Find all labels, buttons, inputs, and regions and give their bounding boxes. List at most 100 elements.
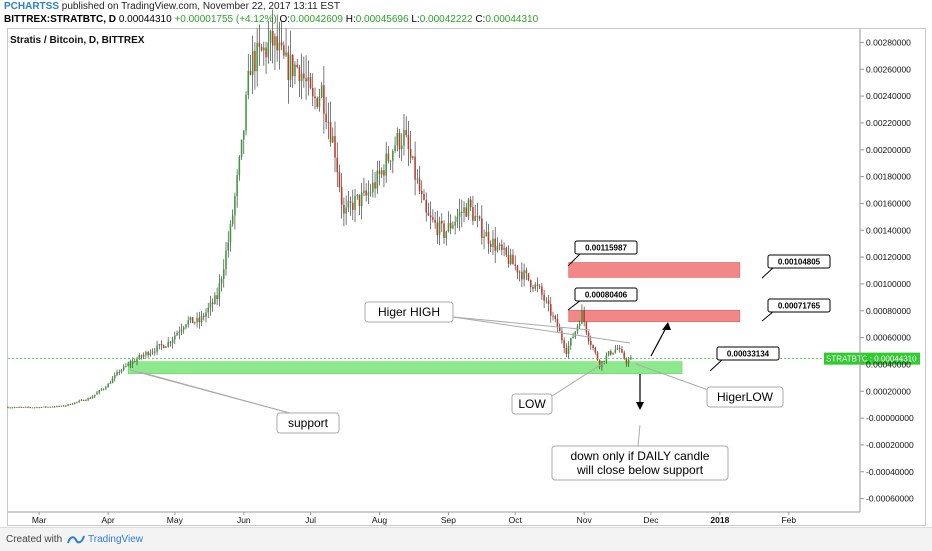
low-value: 0.00042222 (419, 14, 473, 25)
author-link[interactable]: PCHARTSS (4, 1, 60, 12)
candle (7, 406, 9, 409)
candle (407, 121, 410, 167)
candle (572, 332, 574, 339)
candle (427, 202, 430, 217)
candle (285, 28, 287, 57)
x-tick-label: 2018 (710, 515, 729, 525)
candle (372, 169, 374, 198)
high-label: H: (345, 14, 356, 25)
candle (51, 406, 54, 408)
note-down-box (551, 445, 729, 481)
candle-body (374, 182, 376, 189)
candle (249, 54, 252, 76)
candle (294, 61, 296, 85)
label-upper-top-box (574, 240, 638, 255)
candle (610, 349, 612, 356)
candle (85, 399, 87, 402)
candle (156, 340, 158, 356)
y-tick-label: -0.00000000 (866, 413, 914, 423)
candle (151, 348, 154, 355)
candle-body (360, 192, 363, 207)
candle (587, 330, 590, 345)
candle-body (78, 400, 80, 402)
candle (109, 380, 112, 385)
candle (309, 73, 312, 90)
candle-body (89, 398, 92, 400)
candle-body (303, 73, 305, 79)
candle-body (525, 270, 528, 274)
candle-body (570, 338, 572, 346)
candle-body (280, 42, 283, 46)
candle-body (338, 172, 341, 188)
candle-body (369, 192, 372, 194)
candle-body (521, 271, 523, 280)
candle (563, 337, 565, 353)
candle-body (441, 220, 443, 224)
current-price-badge (824, 352, 920, 365)
candle-body (485, 231, 488, 237)
candle-body (291, 54, 294, 77)
note-higher-high-pointer (452, 316, 591, 331)
candle-body (481, 218, 483, 239)
x-tick-label: Apr (101, 515, 114, 525)
candle-body (503, 247, 505, 250)
candle (418, 165, 421, 194)
created-with-text: Created with (6, 534, 63, 545)
candle (518, 270, 521, 282)
candle-body (29, 407, 32, 409)
candle-body (11, 407, 14, 409)
candle (483, 229, 485, 250)
candle (169, 341, 172, 347)
candle (449, 214, 452, 235)
x-tick-label: Mar (32, 515, 47, 525)
y-tick-label: 0.00020000 (866, 386, 911, 396)
candle-body (131, 361, 134, 365)
candle (420, 180, 423, 204)
candle (20, 406, 23, 408)
candle (298, 64, 301, 97)
tradingview-link[interactable]: TradingView (88, 534, 144, 545)
candle (467, 197, 470, 221)
candle-body (147, 352, 149, 356)
candle (485, 221, 488, 237)
candle-body (532, 286, 534, 289)
candle (365, 183, 367, 202)
down-arrow-head (636, 402, 644, 410)
candle-body (27, 406, 29, 408)
candle-body (498, 244, 501, 247)
candle-body (400, 145, 403, 150)
candle-body (69, 404, 72, 406)
y-tick-label: 0.00040000 (866, 359, 911, 369)
candle-body (20, 407, 23, 408)
candle-body (314, 96, 316, 99)
candle (229, 220, 232, 252)
candle (443, 220, 445, 244)
candle (176, 330, 178, 336)
candle (581, 304, 583, 324)
label-lower-top-pointer (567, 299, 582, 311)
candle-body (543, 294, 545, 301)
y-tick-label: -0.00040000 (866, 467, 914, 477)
candle-body (536, 284, 539, 286)
label-upper-top-text: 0.00115987 (585, 244, 627, 253)
x-tick-label: Dec (643, 515, 659, 525)
candle-body (527, 273, 530, 281)
candle-body (496, 246, 499, 251)
candle (416, 169, 419, 184)
candle (349, 196, 352, 216)
candle-body (198, 317, 201, 323)
y-tick-label: 0.00200000 (866, 145, 911, 155)
x-tick-label: Oct (509, 515, 523, 525)
candle-body (300, 73, 303, 81)
x-axis: Mar Apr May Jun Jul Aug Sep Oct Nov Dec 2018 Feb (8, 511, 860, 525)
x-tick-label: Jul (305, 515, 316, 525)
candle-body (516, 265, 519, 273)
price-chart[interactable]: STRATBTC : 0.00044310 0.00115987 0.001048… (0, 0, 932, 527)
chart-frame[interactable] (7, 28, 926, 526)
candle (40, 406, 43, 409)
candle (33, 407, 36, 409)
candle-body (476, 215, 479, 217)
candle-body (621, 349, 623, 353)
candle-body (276, 36, 278, 51)
close-value: 0.00044310 (485, 14, 539, 25)
